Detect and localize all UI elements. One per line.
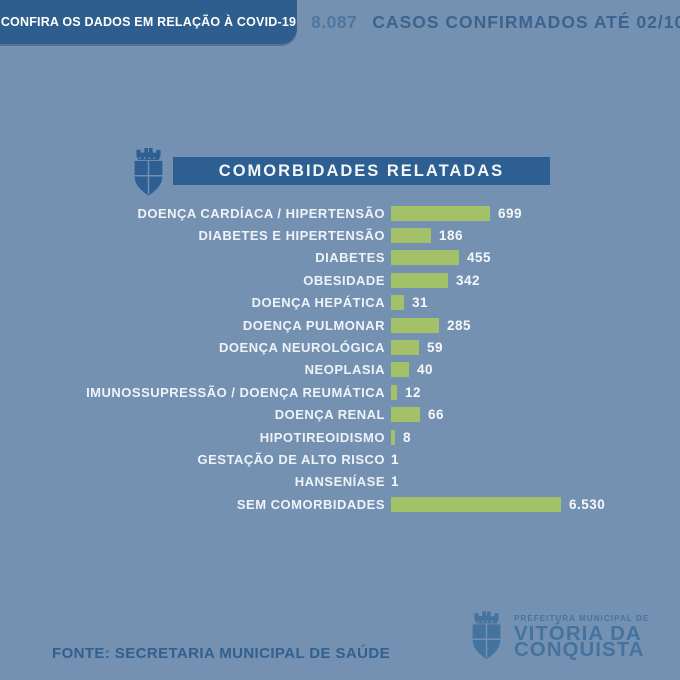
chart-row: OBESIDADE 342: [52, 269, 642, 291]
comorbidity-value: 699: [498, 205, 523, 221]
chart-row: HIPOTIREOIDISMO 8: [52, 426, 642, 448]
chart-row: DOENÇA NEUROLÓGICA 59: [52, 336, 642, 358]
comorbidity-value: 186: [439, 228, 464, 244]
bar-zone: 8: [391, 429, 412, 445]
chart-row: IMUNOSSUPRESSÃO / DOENÇA REUMÁTICA 12: [52, 381, 642, 403]
comorbidity-label: NEOPLASIA: [304, 362, 385, 378]
bar-zone: 455: [391, 250, 492, 266]
comorbidity-value: 59: [427, 340, 444, 356]
chart-row: DIABETES E HIPERTENSÃO 186: [52, 224, 642, 246]
comorbidity-value: 12: [405, 384, 422, 400]
comorbidity-bar: [391, 496, 561, 512]
bar-zone: 31: [391, 295, 429, 311]
prefeitura-logo-text: PREFEITURA MUNICIPAL DE VITÓRIA DA CONQU…: [514, 614, 650, 661]
cases-label: CASOS CONFIRMADOS ATÉ 02/10: [372, 11, 680, 32]
chart-row: HANSENÍASE 1: [52, 471, 642, 493]
chart-row: DOENÇA HEPÁTICA 31: [52, 292, 642, 314]
comorbidity-bar: [391, 362, 409, 378]
comorbidity-bar: [391, 384, 397, 400]
comorbidity-label: DOENÇA PULMONAR: [242, 317, 385, 333]
comorbidity-value: 31: [412, 295, 429, 311]
chart-row: GESTAÇÃO DE ALTO RISCO 1: [52, 448, 642, 470]
comorbidity-value: 285: [447, 317, 472, 333]
comorbidity-value: 1: [391, 451, 400, 467]
comorbidity-bar: [391, 340, 419, 356]
comorbidity-value: 6.530: [569, 496, 606, 512]
comorbidity-label: HANSENÍASE: [294, 474, 385, 490]
comorbidity-label: DIABETES E HIPERTENSÃO: [198, 228, 385, 244]
chart-title: COMORBIDADES RELATADAS: [218, 161, 505, 180]
comorbidity-label: DIABETES: [315, 250, 385, 266]
comorbidity-bar: [391, 205, 490, 221]
bar-zone: 1: [391, 452, 399, 467]
comorbidity-label: DOENÇA HEPÁTICA: [251, 295, 385, 311]
comorbidity-value: 342: [456, 272, 481, 288]
city-crest-icon: [134, 147, 163, 196]
bar-zone: 186: [391, 228, 464, 244]
bar-zone: 1: [391, 474, 399, 489]
comorbidity-value: 455: [467, 250, 492, 266]
comorbidity-bar: [391, 295, 404, 311]
chart-row: NEOPLASIA 40: [52, 359, 642, 381]
cases-count: 8.087: [311, 11, 358, 32]
comorbidity-bar: [391, 272, 448, 288]
city-crest-icon: [472, 611, 501, 660]
bar-zone: 66: [391, 407, 445, 423]
banner-label: CONFIRA OS DADOS EM RELAÇÃO À COVID-19: [0, 15, 297, 29]
comorbidity-value: 8: [403, 429, 412, 445]
chart-row: DOENÇA PULMONAR 285: [52, 314, 642, 336]
bar-zone: 699: [391, 205, 523, 221]
chart-row: DOENÇA CARDÍACA / HIPERTENSÃO 699: [52, 202, 642, 224]
chart-title-bar: COMORBIDADES RELATADAS: [173, 157, 550, 185]
comorbidity-label: HIPOTIREOIDISMO: [259, 429, 385, 445]
bar-zone: 12: [391, 384, 422, 400]
chart-row: DIABETES 455: [52, 247, 642, 269]
comorbidities-bar-chart: DOENÇA CARDÍACA / HIPERTENSÃO 699 DIABETES…: [52, 202, 642, 515]
comorbidity-label: DOENÇA RENAL: [274, 407, 385, 423]
comorbidity-label: GESTAÇÃO DE ALTO RISCO: [197, 451, 385, 467]
bar-zone: 59: [391, 340, 444, 356]
covid-data-banner: CONFIRA OS DADOS EM RELAÇÃO À COVID-19: [0, 0, 297, 44]
bar-zone: 285: [391, 317, 472, 333]
comorbidity-value: 1: [391, 474, 400, 490]
comorbidity-bar: [391, 429, 395, 445]
logo-line-small: PREFEITURA MUNICIPAL DE: [514, 614, 650, 623]
comorbidity-label: SEM COMORBIDADES: [236, 496, 385, 512]
comorbidity-label: DOENÇA CARDÍACA / HIPERTENSÃO: [137, 205, 385, 221]
bar-zone: 6.530: [391, 496, 606, 512]
comorbidity-value: 40: [417, 362, 434, 378]
chart-row: DOENÇA RENAL 66: [52, 404, 642, 426]
comorbidity-bar: [391, 407, 420, 423]
comorbidity-label: OBESIDADE: [303, 272, 385, 288]
comorbidity-bar: [391, 250, 459, 266]
comorbidity-value: 66: [428, 407, 445, 423]
logo-line-city1: VITÓRIA DA: [514, 622, 642, 645]
bar-zone: 342: [391, 272, 481, 288]
bar-zone: 40: [391, 362, 434, 378]
chart-row: SEM COMORBIDADES 6.530: [52, 493, 642, 515]
comorbidity-bar: [391, 317, 439, 333]
comorbidity-bar: [391, 228, 431, 244]
comorbidity-label: IMUNOSSUPRESSÃO / DOENÇA REUMÁTICA: [86, 384, 385, 400]
confirmed-cases-strip: 8.087 CASOS CONFIRMADOS ATÉ 02/10: [311, 0, 680, 44]
source-credit: FONTE: SECRETARIA MUNICIPAL DE SAÚDE: [52, 645, 391, 662]
prefeitura-logo: PREFEITURA MUNICIPAL DE VITÓRIA DA CONQU…: [468, 607, 649, 664]
logo-line-city2: CONQUISTA: [514, 637, 645, 661]
comorbidity-label: DOENÇA NEUROLÓGICA: [219, 340, 385, 356]
